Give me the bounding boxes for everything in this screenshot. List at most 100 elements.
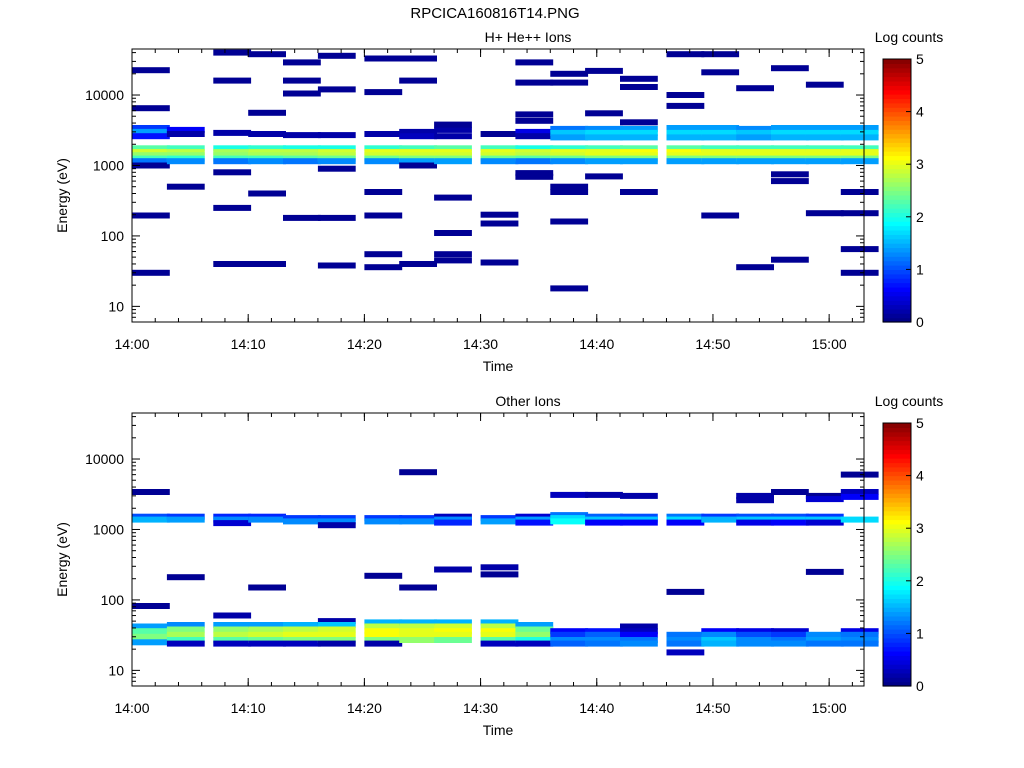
heatmap-cell [248, 516, 286, 523]
colorbar-segment [883, 199, 911, 205]
heatmap-cell [213, 158, 252, 165]
heatmap-cell [620, 119, 658, 126]
colorbar-tick-label: 4 [916, 104, 924, 120]
heatmap-cell [701, 125, 740, 131]
heatmap-cell [620, 84, 658, 90]
heatmap-cell [213, 145, 252, 152]
heatmap-cell [248, 149, 286, 156]
colorbar-segment [883, 532, 911, 538]
heatmap-cell [805, 152, 844, 159]
colorbar-segment [883, 168, 911, 174]
colorbar-segment [883, 67, 911, 73]
heatmap-cell [620, 519, 658, 526]
heatmap-cell [515, 170, 554, 177]
heatmap-cell [805, 145, 844, 152]
heatmap-cell [736, 519, 774, 526]
colorbar-segment [883, 317, 911, 323]
heatmap-cell [480, 220, 519, 227]
heatmap-cell [399, 515, 437, 522]
colorbar-segment [883, 681, 911, 687]
heatmap-cell [364, 637, 403, 643]
colorbar-segment [883, 624, 911, 630]
colorbar-segment [883, 273, 911, 279]
colorbar-segment [883, 449, 911, 455]
colorbar-segment [883, 677, 911, 683]
colorbar-segment [883, 120, 911, 126]
heatmap-cell [620, 152, 658, 159]
colorbar-segment [883, 458, 911, 464]
heatmap-cell [666, 125, 705, 131]
heatmap-cell [399, 77, 437, 84]
heatmap-cell [771, 519, 809, 526]
colorbar-segment [883, 655, 911, 661]
heatmap-cell [317, 152, 356, 159]
heatmap-cell [840, 631, 879, 638]
heatmap-cell [771, 125, 809, 131]
colorbar-tick-label: 5 [916, 51, 924, 67]
heatmap-cell [550, 125, 589, 132]
heatmap-cell [840, 158, 879, 165]
heatmap-cell [620, 631, 658, 638]
heatmap-cell [515, 152, 554, 159]
heatmap-cell [771, 178, 809, 185]
heatmap-cell [248, 158, 286, 165]
colorbar-segment [883, 497, 911, 503]
x-tick-label: 14:40 [579, 700, 614, 716]
heatmap-cell [248, 51, 286, 58]
colorbar-segment [883, 668, 911, 674]
heatmap-cell [666, 640, 705, 647]
heatmap-cell [283, 158, 321, 165]
heatmap-cell [620, 125, 658, 132]
heatmap-cell [585, 628, 623, 635]
heatmap-cell [248, 152, 286, 159]
heatmap-cell [317, 165, 356, 172]
colorbar-segment [883, 313, 911, 319]
heatmap-cell [840, 628, 879, 635]
heatmap-cell [434, 194, 472, 201]
colorbar-tick-label: 4 [916, 468, 924, 484]
heatmap-cell [132, 149, 170, 156]
colorbar-segment [883, 620, 911, 626]
heatmap-cell [480, 631, 519, 638]
heatmap-cell [585, 129, 623, 136]
heatmap-cell [666, 134, 705, 141]
x-tick-label: 14:40 [579, 336, 614, 352]
colorbar-segment [883, 247, 911, 253]
heatmap-cell [132, 628, 170, 635]
heatmap-cell [434, 251, 472, 258]
colorbar-segment [883, 225, 911, 231]
heatmap-cell [666, 51, 705, 58]
heatmap-cell [248, 622, 286, 628]
heatmap-cell [434, 637, 472, 643]
heatmap-cell [771, 631, 809, 638]
heatmap-cell [701, 637, 740, 643]
colorbar-frame [882, 58, 912, 323]
colorbar-segment [883, 536, 911, 542]
heatmap-cell [434, 121, 472, 128]
colorbar-segment [883, 629, 911, 634]
heatmap-cell [434, 628, 472, 635]
heatmap-cell [364, 623, 403, 630]
colorbar-tick-label: 0 [916, 678, 924, 694]
heatmap-cell [480, 158, 519, 165]
heatmap-cell [248, 626, 286, 633]
heatmap-cell [805, 519, 844, 526]
heatmap-cell [515, 622, 554, 628]
colorbar-segment [883, 506, 911, 512]
colorbar-frame [882, 422, 912, 687]
heatmap-cell [283, 622, 321, 628]
heatmap-cell [399, 145, 437, 152]
heatmap-cell [364, 131, 403, 137]
colorbar-segment [883, 427, 911, 433]
heatmap-cell [550, 129, 589, 136]
panel-2: 14:00 14:10 14:20 14:30 14:40 14:50 15:0010100… [54, 393, 943, 738]
heatmap-cell [283, 515, 321, 522]
colorbar-segment [883, 251, 911, 257]
colorbar-segment [883, 593, 911, 599]
x-tick-label: 15:00 [812, 700, 847, 716]
heatmap-cell [283, 640, 321, 647]
colorbar-segment [883, 567, 911, 573]
heatmap-cell [480, 149, 519, 156]
colorbar-segment [883, 115, 911, 121]
heatmap-cell [840, 246, 879, 253]
